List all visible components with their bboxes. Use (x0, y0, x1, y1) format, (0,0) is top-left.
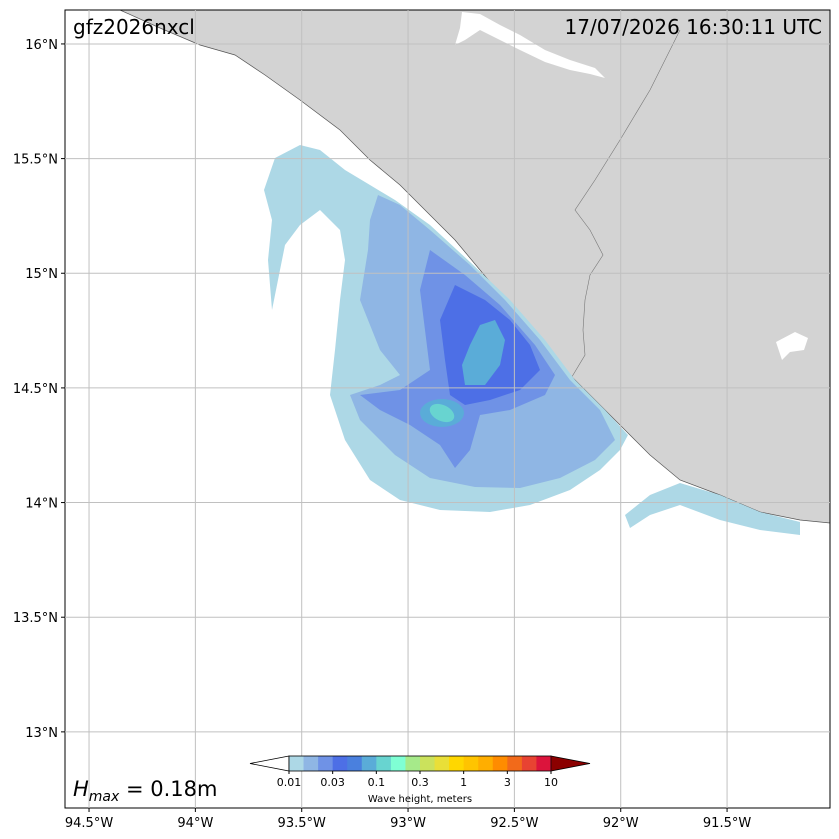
lagoon (455, 12, 605, 78)
colorbar-tick-label: 0.03 (320, 776, 345, 789)
hmax-text: = 0.18m (119, 777, 217, 801)
colorbar-tick-label: 0.1 (368, 776, 386, 789)
colorbar-swatch (536, 756, 552, 771)
x-tick-label: 94°W (177, 816, 213, 831)
colorbar-swatch (449, 756, 465, 771)
hmax-subscript: max (89, 789, 120, 805)
map-layers (119, 10, 830, 535)
colorbar-swatch (303, 756, 319, 771)
x-tick-label: 94.5°W (65, 816, 113, 831)
x-tick-label: 93°W (390, 816, 426, 831)
colorbar-swatch (405, 756, 421, 771)
lagoon (776, 332, 808, 360)
plot-frame (64, 9, 831, 809)
hmax-label: Hmax = 0.18m (73, 777, 217, 805)
x-tick-label: 92°W (603, 816, 639, 831)
colorbar-tick-label: 1 (460, 776, 467, 789)
wave-contour (462, 320, 505, 385)
wave-contour (625, 483, 800, 535)
colorbar-swatch (347, 756, 363, 771)
colorbar-swatch (492, 756, 508, 771)
colorbar: 0.01 0.03 0.1 0.3 1 3 10 Wave height, meters (249, 755, 591, 805)
timestamp: 17/07/2026 16:30:11 UTC (565, 15, 822, 39)
colorbar-swatch (521, 756, 537, 771)
colorbar-swatch (463, 756, 479, 771)
colorbar-swatch (420, 756, 436, 771)
colorbar-swatch (318, 756, 334, 771)
x-tick-label: 93.5°W (278, 816, 326, 831)
y-tick-label: 13°N (25, 726, 58, 741)
y-tick-label: 15°N (25, 267, 58, 282)
x-tick-label: 92.5°W (490, 816, 538, 831)
colorbar-label: Wave height, meters (368, 794, 472, 805)
hmax-symbol: H (73, 777, 89, 801)
colorbar-swatch (289, 756, 305, 771)
y-tick-label: 14.5°N (13, 382, 58, 397)
colorbar-swatch (376, 756, 392, 771)
colorbar-swatch (507, 756, 523, 771)
border (569, 29, 681, 381)
y-tick-label: 14°N (25, 497, 58, 512)
colorbar-tick-label: 10 (544, 776, 558, 789)
colorbar-tick-label: 0.3 (411, 776, 429, 789)
axes: 94.5°W 94°W 93.5°W 93°W 92.5°W 92°W 91.5°W 13°N… (13, 10, 830, 831)
y-tick-label: 15.5°N (13, 153, 58, 168)
wave-contour (429, 403, 455, 423)
colorbar-swatch (434, 756, 450, 771)
y-tick-label: 16°N (25, 38, 58, 53)
colorbar-swatch (361, 756, 377, 771)
y-tick-label: 13.5°N (13, 611, 58, 626)
colorbar-tick-label: 0.01 (277, 776, 302, 789)
x-tick-label: 91.5°W (703, 816, 751, 831)
colorbar-swatch (332, 756, 348, 771)
colorbar-swatch (390, 756, 406, 771)
colorbar-swatch (478, 756, 494, 771)
colorbar-tick-label: 3 (504, 776, 511, 789)
run-id: gfz2026nxcl (73, 15, 195, 39)
